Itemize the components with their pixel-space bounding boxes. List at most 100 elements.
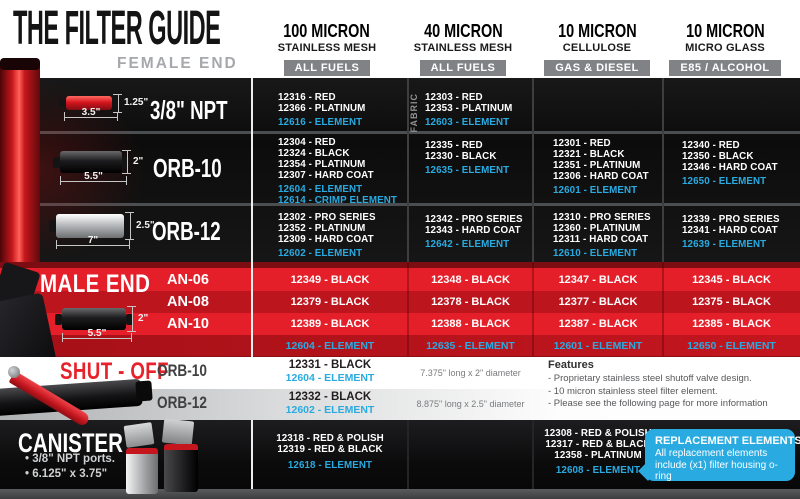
canister-bullets: • 3/8" NPT ports. • 6.125" x 3.75" [25,452,115,482]
part-number: 12310 - PRO SERIES [553,212,651,223]
column-title-wrap: 40 MICRON [378,20,548,42]
element-part-number: 12642 - ELEMENT [425,239,510,250]
inline-filter-photo-black [55,308,133,330]
element-part-number: 12618 - ELEMENT [287,460,373,471]
part-number: 12354 - PLATINUM [278,159,366,170]
part-number: 12343 - HARD COAT [425,225,521,236]
dimension-label-diameter: 2" [133,156,144,167]
column-title: 100 MICRON [283,20,371,41]
cell-orb10-cellulose: 12301 - RED 12321 - BLACK 12351 - PLATINUM… [553,138,649,196]
element-list: 12601 - ELEMENT [553,185,649,196]
column-header-10-micron-micro-glass: 10 MICRON MICRO GLASS E85 / ALCOHOL [640,20,800,76]
part-number: 12348 - BLACK [431,274,510,286]
column-badge-wrap: ALL FUELS [242,55,412,76]
part-list: 12302 - PRO SERIES 12352 - PLATINUM 12309 … [278,212,376,245]
element-part-number: 12616 - ELEMENT [278,117,363,128]
part-number: 12301 - RED [553,138,611,149]
bottom-bar [0,489,800,499]
element-part-number: 12608 - ELEMENT [555,465,641,476]
element-part-number: 12604 - ELEMENT [285,340,375,352]
column-subtitle: MICRO GLASS [685,42,765,54]
part-number: 12317 - RED & BLACK [545,439,651,450]
element-part-number: 12635 - ELEMENT [425,165,510,176]
element-part-number: 12602 - ELEMENT [278,248,363,259]
size-note: 8.875" long x 2.5" diameter [416,399,525,409]
cell-canister-100micron: 12318 - RED & POLISH 12319 - RED & BLACK … [252,433,408,471]
male-end-stripe-dark [0,335,800,356]
part-number: 12351 - PLATINUM [553,160,641,171]
feature-item: - Proprietary stainless steel shutoff va… [548,373,752,384]
label-column-separator [251,420,253,489]
element-part-number: 12604 - ELEMENT [285,372,375,384]
element-list: 12602 - ELEMENT [278,248,376,259]
cell-orb10-microglass: 12340 - RED 12350 - BLACK 12346 - HARD COA… [682,140,778,187]
male-end-top-edge [0,262,800,268]
dimension-line-horizontal [64,112,118,121]
dimension-label-length: 5.5" [87,328,107,339]
part-number: 12319 - RED & BLACK [277,444,383,455]
column-badge-wrap: GAS & DIESEL [512,55,682,76]
label-column-separator [251,262,253,357]
part-number: 12335 - RED [425,140,483,151]
column-separator [407,78,409,262]
dimension-line-vertical [125,212,134,240]
part-number: 12306 - HARD COAT [553,171,649,182]
element-part-number: 12601 - ELEMENT [553,340,643,352]
part-list: 12304 - RED 12324 - BLACK 12354 - PLATINUM… [278,137,397,181]
element-part-number: 12614 - CRIMP ELEMENT [278,195,397,206]
part-number: 12303 - RED [425,92,483,103]
cell-npt-100micron: 12316 - RED 12366 - PLATINUM 12616 - ELEM… [278,92,365,128]
part-list: 12318 - RED & POLISH 12319 - RED & BLACK [252,433,408,455]
part-number: 12304 - RED [278,137,336,148]
canister-bullet: • 3/8" NPT ports. [25,453,115,465]
part-list: 12303 - RED 12353 - PLATINUM [425,92,512,114]
element-list: 12616 - ELEMENT [278,117,365,128]
column-subtitle: STAINLESS MESH [413,42,513,54]
part-number: 12345 - BLACK [692,274,771,286]
part-number: 12340 - RED [682,140,740,151]
part-number: 12349 - BLACK [290,274,370,286]
shutoff-valve-hinge [8,366,20,378]
dimension-label-diameter: 2.5" [136,220,155,231]
element-part-number: 12603 - ELEMENT [425,117,510,128]
features-title: Features [548,359,594,371]
column-separator [532,420,534,489]
replacement-elements-body: All replacement elements include (x1) fi… [655,448,778,482]
part-number: 12332 - BLACK [288,391,372,403]
cell-orb12-cellulose: 12310 - PRO SERIES 12360 - PLATINUM 12311 … [553,212,651,259]
element-part-number: 12635 - ELEMENT [426,340,515,352]
feature-item: - Please see the following page for more… [548,398,768,409]
part-list: 12335 - RED 12330 - BLACK [425,140,509,162]
column-badge-wrap: ALL FUELS [378,55,548,76]
element-list: 12639 - ELEMENT [682,239,780,250]
feature-item: - 10 micron stainless steel filter eleme… [548,385,718,397]
cell-orb12-microglass: 12339 - PRO SERIES 12341 - HARD COAT 1263… [682,214,780,250]
dimension-label-diameter: 1.25" [124,97,149,108]
part-number: 12331 - BLACK [288,359,372,371]
column-title: 40 MICRON [423,20,503,41]
element-list: 12608 - ELEMENT [533,465,663,476]
part-number: 12341 - HARD COAT [682,225,778,236]
female-end-panel [0,78,800,262]
features-list: - Proprietary stainless steel shutoff va… [548,373,768,411]
dimension-line-vertical [122,150,131,174]
cell-orb12-100micron: 12302 - PRO SERIES 12352 - PLATINUM 12309 … [278,212,376,259]
fuel-badge: E85 / ALCOHOL [669,60,781,76]
part-list: 12308 - RED & POLISH 12317 - RED & BLACK 1… [533,428,663,461]
red-filter-cap [0,58,40,70]
label-column-separator [251,78,253,262]
fuel-badge: ALL FUELS [419,60,507,76]
row-label-orb12: ORB-12 [152,216,221,246]
size-note: 7.375" long x 2" diameter [420,368,521,378]
an-size-label: AN-06 [167,272,209,288]
cell-canister-cellulose: 12308 - RED & POLISH 12317 - RED & BLACK 1… [533,428,663,476]
part-list: 12316 - RED 12366 - PLATINUM [278,92,365,114]
column-separator [407,262,409,356]
fuel-badge: ALL FUELS [283,60,371,76]
dimension-line-horizontal [62,333,132,342]
red-filter-photo [0,60,40,262]
dimension-label-length: 3.5" [81,107,101,118]
element-part-number: 12601 - ELEMENT [553,185,638,196]
inline-filter-photo-silver [49,214,131,238]
part-list: 12340 - RED 12350 - BLACK 12346 - HARD COA… [682,140,778,173]
